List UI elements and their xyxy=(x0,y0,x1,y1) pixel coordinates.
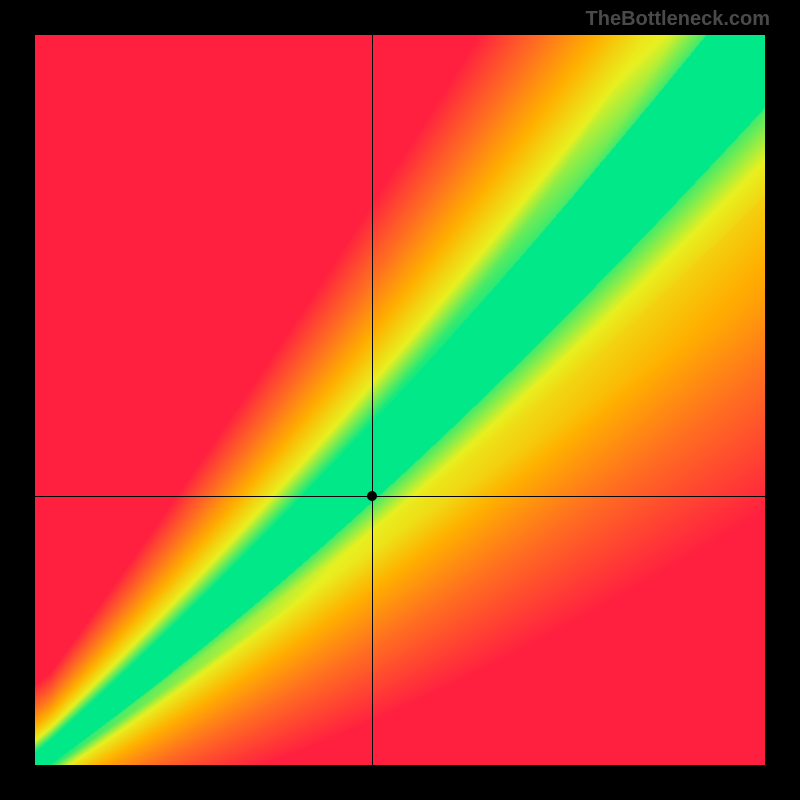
crosshair-horizontal xyxy=(35,496,765,497)
watermark-text: TheBottleneck.com xyxy=(586,8,770,31)
selection-marker xyxy=(367,491,377,501)
crosshair-vertical xyxy=(372,35,373,765)
heatmap-canvas xyxy=(35,35,765,765)
bottleneck-heatmap xyxy=(35,35,765,765)
